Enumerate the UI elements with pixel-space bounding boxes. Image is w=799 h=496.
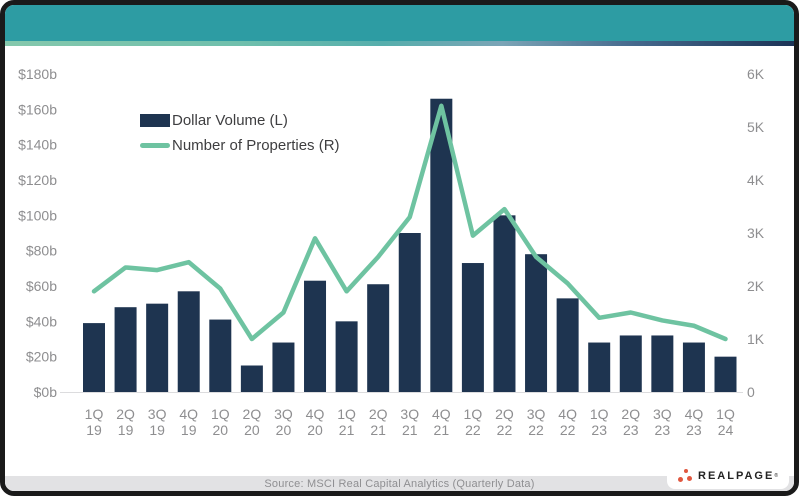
x-axis-label-year: 20 bbox=[307, 422, 323, 438]
right-axis-tick: 6K bbox=[747, 66, 765, 82]
bar-1Q-20 bbox=[209, 319, 232, 392]
x-axis-label-year: 22 bbox=[497, 422, 513, 438]
right-axis-tick: 4K bbox=[747, 172, 765, 188]
x-axis-label-year: 24 bbox=[718, 422, 734, 438]
bar-4Q-22 bbox=[556, 298, 579, 392]
right-axis-tick: 0 bbox=[747, 384, 755, 400]
left-axis-tick: $140b bbox=[18, 137, 57, 153]
x-axis-label-quarter: 2Q bbox=[116, 406, 135, 422]
bar-1Q-21 bbox=[335, 321, 358, 392]
x-axis-label-quarter: 2Q bbox=[621, 406, 640, 422]
x-axis-label-quarter: 4Q bbox=[432, 406, 451, 422]
bar-4Q-19 bbox=[177, 291, 200, 392]
x-axis-label-quarter: 1Q bbox=[85, 406, 104, 422]
x-axis-label-quarter: 1Q bbox=[337, 406, 356, 422]
x-axis-label-quarter: 4Q bbox=[179, 406, 198, 422]
bar-3Q-19 bbox=[146, 303, 169, 392]
x-axis-label-quarter: 4Q bbox=[558, 406, 577, 422]
x-axis-label-year: 20 bbox=[276, 422, 292, 438]
chart-legend: Dollar Volume (L) Number of Properties (… bbox=[140, 108, 340, 158]
bar-4Q-23 bbox=[682, 342, 705, 392]
legend-line-swatch-icon bbox=[140, 143, 170, 148]
left-axis-tick: $100b bbox=[18, 207, 57, 223]
x-axis-label-year: 20 bbox=[213, 422, 229, 438]
x-axis-label-year: 21 bbox=[339, 422, 355, 438]
registered-mark: ® bbox=[774, 472, 778, 479]
left-axis-tick: $120b bbox=[18, 172, 57, 188]
x-axis-label-year: 22 bbox=[528, 422, 544, 438]
bar-3Q-20 bbox=[272, 342, 295, 392]
x-axis-label-quarter: 3Q bbox=[274, 406, 293, 422]
x-axis-label-quarter: 4Q bbox=[306, 406, 325, 422]
bar-3Q-23 bbox=[651, 335, 674, 392]
realpage-dots-icon bbox=[678, 469, 693, 482]
legend-line-label: Number of Properties (R) bbox=[172, 137, 340, 154]
right-axis-tick: 5K bbox=[747, 119, 765, 135]
x-axis-label-year: 19 bbox=[118, 422, 134, 438]
x-axis-label-year: 21 bbox=[370, 422, 386, 438]
x-axis-label-quarter: 3Q bbox=[148, 406, 167, 422]
x-axis-label-year: 22 bbox=[465, 422, 481, 438]
bar-3Q-21 bbox=[398, 233, 421, 392]
bar-2Q-21 bbox=[367, 284, 390, 392]
bar-1Q-23 bbox=[588, 342, 611, 392]
x-axis-label-quarter: 3Q bbox=[527, 406, 546, 422]
bar-1Q-22 bbox=[461, 263, 484, 392]
x-axis-label-quarter: 3Q bbox=[400, 406, 419, 422]
header-accent-strip bbox=[5, 41, 794, 46]
x-axis-label-quarter: 1Q bbox=[716, 406, 735, 422]
left-axis-tick: $160b bbox=[18, 101, 57, 117]
left-axis-tick: $0b bbox=[34, 384, 58, 400]
x-axis-label-year: 21 bbox=[402, 422, 418, 438]
x-axis-label-year: 19 bbox=[149, 422, 165, 438]
x-axis-label-quarter: 1Q bbox=[211, 406, 230, 422]
x-axis-label-year: 19 bbox=[86, 422, 102, 438]
left-axis-tick: $60b bbox=[26, 278, 57, 294]
realpage-logo-text: REALPAGE bbox=[698, 469, 775, 482]
bar-2Q-22 bbox=[493, 215, 516, 392]
x-axis-label-year: 23 bbox=[655, 422, 671, 438]
x-axis-label-year: 19 bbox=[181, 422, 197, 438]
x-axis-label-year: 22 bbox=[560, 422, 576, 438]
source-bar: Source: MSCI Real Capital Analytics (Qua… bbox=[5, 476, 794, 491]
legend-bar-swatch-icon bbox=[140, 114, 170, 127]
legend-item-dollar-volume: Dollar Volume (L) bbox=[140, 108, 340, 133]
chart-area: $0b $20b $40b $60b $80b $100b $120b $140b $160b $… bbox=[5, 46, 794, 476]
x-axis-label-quarter: 2Q bbox=[495, 406, 514, 422]
x-axis-label-quarter: 4Q bbox=[685, 406, 704, 422]
bar-1Q-24 bbox=[714, 356, 737, 392]
header-bar bbox=[5, 5, 794, 41]
x-axis-label-quarter: 1Q bbox=[590, 406, 609, 422]
x-axis-label-quarter: 2Q bbox=[243, 406, 262, 422]
left-axis-tick: $20b bbox=[26, 349, 57, 365]
bar-3Q-22 bbox=[525, 254, 548, 392]
realpage-logo: REALPAGE ® bbox=[667, 462, 789, 489]
x-axis-label-quarter: 3Q bbox=[653, 406, 672, 422]
x-axis-label-quarter: 1Q bbox=[464, 406, 483, 422]
x-axis-label-year: 20 bbox=[244, 422, 260, 438]
left-axis-tick: $40b bbox=[26, 313, 57, 329]
x-axis-label-year: 21 bbox=[434, 422, 450, 438]
legend-item-number-of-properties: Number of Properties (R) bbox=[140, 133, 340, 158]
bar-2Q-19 bbox=[114, 307, 137, 392]
legend-bar-label: Dollar Volume (L) bbox=[172, 112, 288, 129]
bar-2Q-23 bbox=[619, 335, 642, 392]
left-axis-tick: $80b bbox=[26, 243, 57, 259]
x-axis-label-quarter: 2Q bbox=[369, 406, 388, 422]
x-axis-label-year: 23 bbox=[591, 422, 607, 438]
right-axis-tick: 2K bbox=[747, 278, 765, 294]
x-axis-label-year: 23 bbox=[686, 422, 702, 438]
right-axis-tick: 1K bbox=[747, 331, 765, 347]
properties-line bbox=[91, 103, 728, 342]
right-axis-tick: 3K bbox=[747, 225, 765, 241]
bar-1Q-19 bbox=[83, 323, 105, 392]
left-axis-tick: $180b bbox=[18, 66, 57, 82]
source-text: Source: MSCI Real Capital Analytics (Qua… bbox=[264, 477, 535, 490]
bar-4Q-21 bbox=[430, 98, 453, 392]
bar-2Q-20 bbox=[240, 365, 263, 392]
bar-4Q-20 bbox=[304, 280, 327, 392]
combo-chart: $0b $20b $40b $60b $80b $100b $120b $140b $160b $… bbox=[18, 66, 765, 438]
x-axis-label-year: 23 bbox=[623, 422, 639, 438]
